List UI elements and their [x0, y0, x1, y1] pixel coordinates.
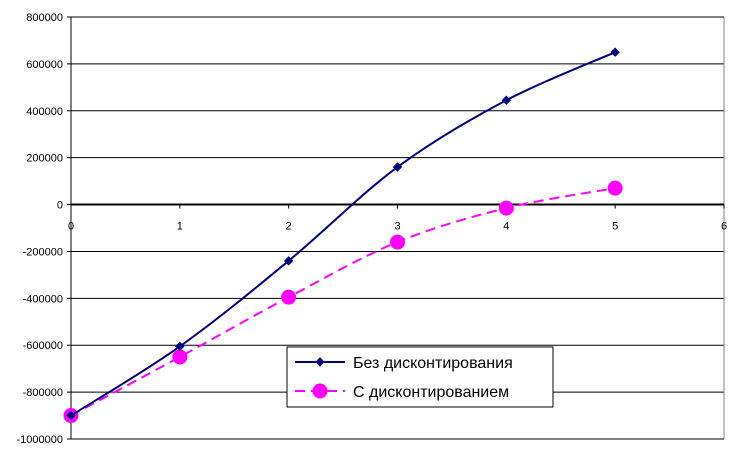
y-tick-label: -400000 — [23, 293, 63, 305]
legend-box — [286, 346, 554, 408]
series-2-point — [498, 200, 514, 216]
y-tick-label: 200000 — [26, 153, 63, 165]
legend-label: С дисконтированием — [353, 384, 509, 401]
series-1-point — [392, 162, 403, 172]
series-2-point — [281, 289, 297, 305]
y-tick-label: 800000 — [26, 12, 63, 24]
series-2-point — [172, 349, 188, 365]
x-tick-labels: 0 1 2 3 4 5 6 — [68, 221, 727, 233]
series-2-point — [390, 234, 405, 250]
series-2-point — [607, 180, 623, 196]
series-1-point — [501, 95, 512, 105]
series-1-point — [66, 410, 76, 421]
series-1-point — [610, 47, 620, 57]
axes — [67, 16, 725, 440]
y-tick-label: -600000 — [23, 340, 63, 352]
y-tick-label: 0 — [57, 200, 63, 212]
x-tick-label: 2 — [286, 221, 292, 233]
series-line-1 — [70, 51, 616, 417]
series-group — [63, 47, 623, 424]
legend-swatch-marker — [315, 357, 325, 367]
x-tick-label: 0 — [68, 221, 74, 233]
x-tick-label: 1 — [177, 221, 183, 233]
x-tick-label: 5 — [612, 221, 618, 233]
y-tick-label: -800000 — [23, 387, 63, 399]
legend: Без дисконтирования С дисконтированием — [286, 346, 554, 408]
y-tick-label: -1000000 — [17, 434, 64, 446]
x-tick-label: 4 — [503, 221, 509, 233]
x-tick-label: 3 — [394, 221, 400, 233]
y-tick-label: 600000 — [26, 59, 63, 71]
legend-label: Без дисконтирования — [353, 355, 513, 372]
y-tick-labels: 800000 600000 400000 200000 0 -200000 -400000 -… — [17, 12, 64, 446]
y-tick-label: 400000 — [26, 106, 63, 118]
legend-swatch-marker — [312, 383, 328, 399]
x-tick-label: 6 — [721, 221, 727, 233]
series-1-point — [283, 256, 294, 266]
series-line-2 — [70, 187, 616, 417]
y-tick-label: -200000 — [23, 246, 63, 258]
series-1-point — [175, 341, 185, 352]
